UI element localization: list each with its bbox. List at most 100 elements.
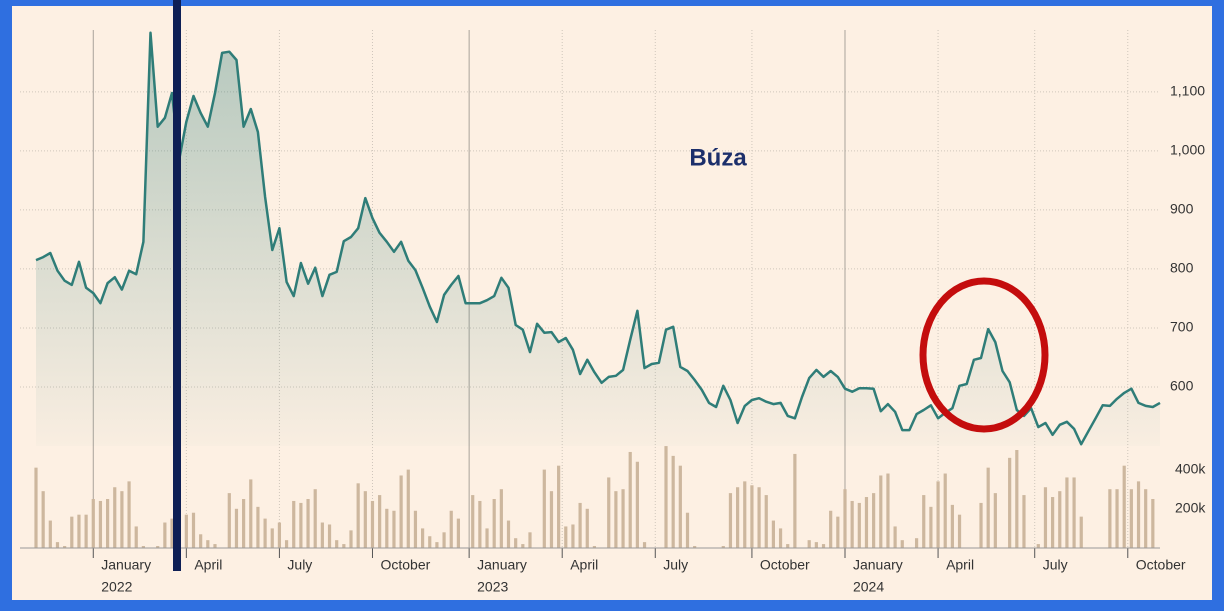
x-tick-label: July [663,557,688,573]
volume-bar [771,520,776,548]
volume-bar [471,495,475,548]
volume-bar [549,491,554,548]
volume-bar [671,455,675,548]
volume-bar [1065,477,1069,548]
volume-bar [399,475,403,548]
x-tick-year: 2024 [853,579,884,595]
volume-bar [277,522,282,548]
volume-bar [1072,477,1076,548]
volume-bar [1144,489,1148,548]
volume-bar [814,542,818,548]
volume-bar [979,502,983,548]
volume-bar [922,495,926,548]
volume-bar [864,497,869,548]
volume-bar [428,536,432,548]
volume-bar [134,526,138,548]
volume-bar [886,473,890,548]
volume-bar [993,493,997,548]
volume-bar [242,499,246,548]
volume-bar [914,538,919,548]
volume-bar [642,542,647,548]
volume-bar [578,502,582,548]
volume-bar [836,516,840,548]
volume-bar [70,516,74,548]
y-tick-label: 800 [1170,260,1194,276]
volume-bar [693,546,697,548]
volume-bar [342,544,346,548]
volume-bar [1129,489,1133,548]
volume-bar [206,540,210,548]
volume-bar [306,499,310,548]
volume-bar [1115,489,1119,548]
y-tick-label: 900 [1170,201,1194,217]
volume-bar [449,510,453,548]
volume-bar [499,489,503,548]
volume-bar [664,446,668,548]
volume-bar [363,491,367,548]
volume-bar [843,489,847,548]
x-tick-label: October [1136,557,1186,573]
volume-bar [420,528,425,548]
volume-bar [234,508,239,548]
volume-bar [256,506,260,548]
volume-bar [292,500,296,548]
volume-bar [48,520,52,548]
volume-bar [327,524,332,548]
volume-bar [1008,457,1012,548]
volume-bar [807,540,811,548]
volume-bar [370,500,375,548]
volume-bar [1051,497,1055,548]
volume-bar [91,499,95,548]
volume-bar [635,461,639,548]
volume-bar [1108,489,1112,548]
volume-bar [270,528,274,548]
x-tick-label: April [194,557,222,573]
volume-bar [98,500,103,548]
volume-bar [950,504,954,548]
volume-bar [607,477,611,548]
highlight-ellipse [919,277,1049,433]
volume-bar [485,528,489,548]
volume-bar [227,493,231,548]
volume-bar [521,544,525,548]
volume-bar [764,495,768,548]
chart-title: Búza [689,144,747,171]
volume-bar [786,544,790,548]
x-tick-label: January [101,557,151,573]
volume-bar [1079,516,1083,548]
volume-bar [349,530,353,548]
volume-bar [736,487,740,548]
volume-bar [1022,495,1026,548]
x-tick-label: January [853,557,903,573]
volume-bar [585,508,589,548]
volume-bar [34,467,38,548]
volume-bar [821,544,826,548]
volume-bar [936,481,940,548]
volume-bar [678,465,682,548]
volume-bar [263,518,267,548]
volume-bar [320,522,324,548]
volume-bar [728,493,733,548]
volume-bar [592,546,597,548]
volume-bar [757,487,761,548]
volume-bar [77,514,81,548]
volume-bar [1136,481,1141,548]
volume-bar [1015,450,1019,548]
volume-bar [1036,544,1040,548]
y-tick-label: 1,000 [1170,142,1205,158]
volume-bar [1043,487,1048,548]
volume-bar [413,510,418,548]
x-tick-year: 2023 [477,579,508,595]
volume-bar [943,473,947,548]
volume-bar [528,532,532,548]
volume-bar [957,514,962,548]
volume-bar [743,481,747,548]
volume-bar [299,502,303,548]
volume-bar [564,526,568,548]
volume-bar [614,491,618,548]
volume-bar [793,453,797,548]
volume-bar [199,534,203,548]
y-tick-label: 1,100 [1170,83,1205,99]
